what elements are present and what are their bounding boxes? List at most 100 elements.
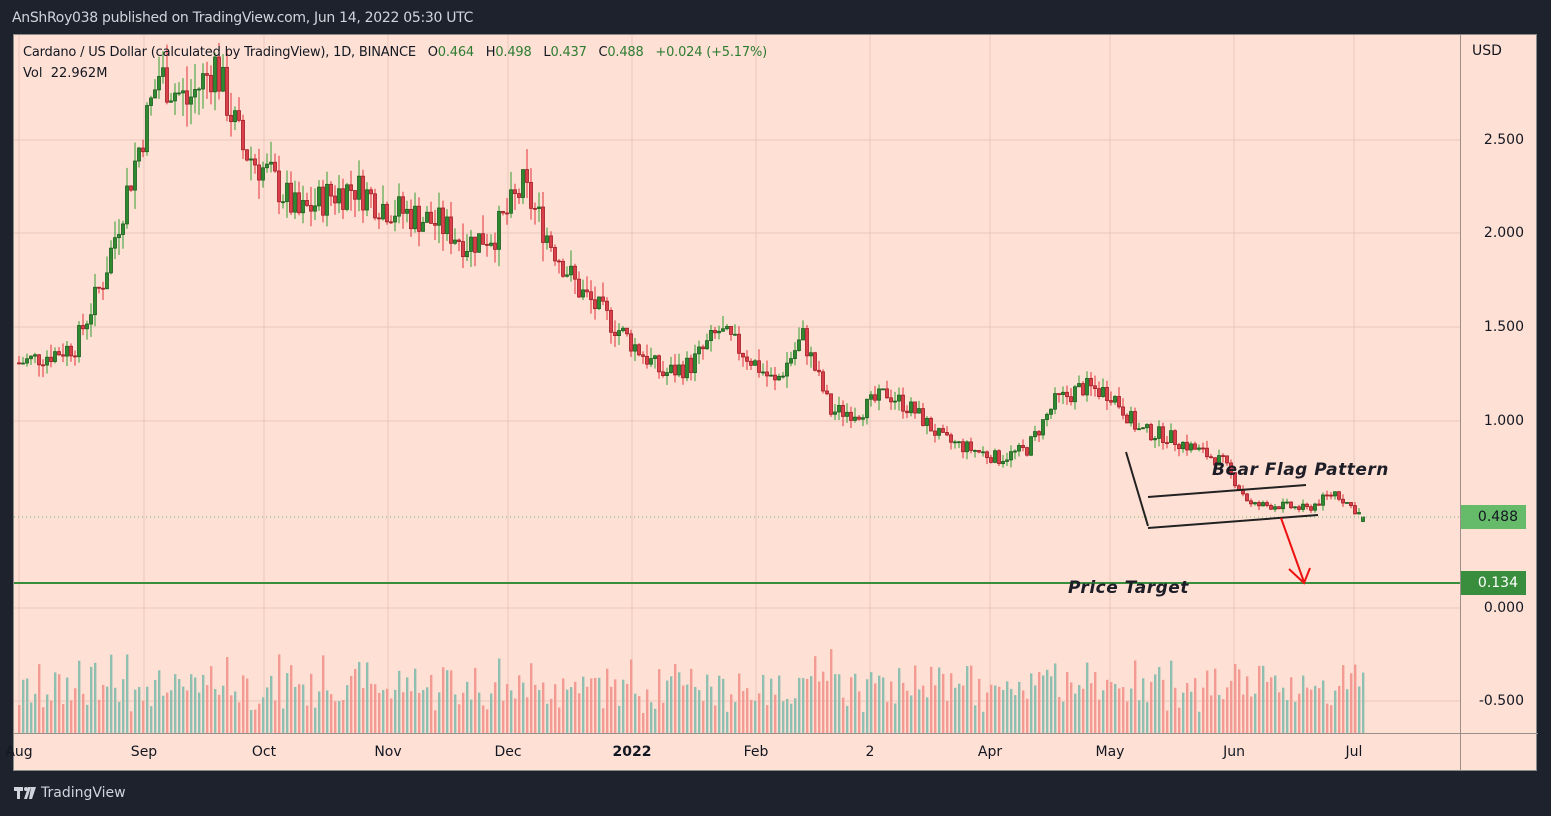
volume-bar: [1298, 693, 1301, 733]
volume-bar: [1354, 664, 1357, 733]
volume-bar: [1338, 685, 1341, 733]
time-scale[interactable]: Aug Sep Oct Nov Dec 2022 Feb 2 Apr May Jun Jul: [5, 733, 1460, 771]
candle-body: [265, 163, 269, 169]
candle-body: [1057, 393, 1061, 396]
volume-bar: [350, 675, 353, 733]
volume-bar: [566, 689, 569, 733]
candle-body: [557, 260, 561, 263]
volume-bar: [582, 676, 585, 733]
candle-body: [909, 401, 913, 414]
volume-legend: Vol 22.962M: [23, 66, 108, 81]
candle-body: [609, 309, 613, 333]
chart-frame: Cardano / US Dollar (calculated by Tradi…: [5, 34, 1538, 771]
volume-bar: [746, 688, 749, 733]
volume-bar: [894, 703, 897, 733]
candle-body: [261, 167, 265, 181]
candle-body: [381, 203, 385, 220]
candle-body: [393, 215, 397, 223]
volume-bar: [1346, 689, 1349, 733]
volume-bar: [1234, 663, 1237, 733]
flag-pole-line: [1125, 451, 1149, 527]
candle-body: [649, 358, 653, 365]
volume-bar: [822, 671, 825, 733]
tradingview-brand[interactable]: TradingView: [14, 785, 126, 801]
volume-bar: [1094, 672, 1097, 733]
volume-bar: [1038, 672, 1041, 733]
time-tick: Aug: [5, 744, 33, 760]
volume-bar: [1118, 688, 1121, 733]
volume-bar: [386, 688, 389, 733]
volume-bar: [614, 679, 617, 733]
candle-body: [1133, 411, 1137, 430]
candle-body: [341, 188, 345, 210]
volume-bar: [786, 698, 789, 733]
candle-body: [21, 362, 25, 365]
candle-body: [497, 210, 501, 250]
currency-label: USD: [1472, 43, 1502, 59]
candle-body: [545, 235, 549, 243]
volume-bar: [1058, 697, 1061, 733]
candle-body: [1205, 447, 1209, 458]
candle-body: [693, 353, 697, 374]
volume-bar: [1242, 694, 1245, 733]
volume-bar: [1078, 685, 1081, 733]
candle-body: [617, 330, 621, 336]
candle-body: [805, 328, 809, 357]
volume-bar: [306, 705, 309, 733]
volume-bar: [598, 677, 601, 733]
candle-body: [793, 350, 797, 359]
volume-bar: [874, 683, 877, 733]
volume-bar: [154, 680, 157, 733]
candle-body: [825, 390, 829, 395]
candle-body: [577, 278, 581, 298]
volume-bar: [234, 691, 237, 733]
volume-bar: [50, 700, 53, 733]
volume-bar: [574, 681, 577, 733]
candle-body: [705, 340, 709, 350]
volume-bar: [506, 683, 509, 733]
candle-body: [761, 371, 765, 374]
candle-body: [461, 241, 465, 258]
candle-body: [745, 356, 749, 362]
candle-body: [1073, 386, 1077, 403]
volume-bar: [698, 690, 701, 733]
volume-bar: [886, 701, 889, 733]
candle-body: [165, 67, 169, 103]
volume-bar: [650, 702, 653, 733]
candle-body: [789, 358, 793, 364]
volume-bar: [366, 662, 369, 733]
candle-body: [1237, 485, 1241, 490]
candle-body: [1089, 378, 1093, 387]
price-scale[interactable]: USD 2.500 2.000 1.500 1.000 0.000 -0.500 0.48…: [1460, 35, 1538, 733]
volume-bar: [346, 685, 349, 733]
volume-bar: [502, 700, 505, 733]
volume-bar: [990, 684, 993, 733]
volume-bar: [1174, 687, 1177, 733]
candle-body: [301, 200, 305, 214]
volume-bar: [714, 705, 717, 733]
candle-body: [769, 374, 773, 377]
volume-bar: [946, 700, 949, 733]
volume-bar: [1306, 687, 1309, 733]
volume-bar: [446, 670, 449, 733]
volume-bar: [294, 687, 297, 733]
candle-body: [317, 186, 321, 207]
candle-body: [585, 289, 589, 293]
candle-body: [181, 90, 185, 94]
candle-body: [137, 147, 141, 162]
volume-bar: [1222, 699, 1225, 733]
candle-body: [81, 325, 85, 330]
chart-pane[interactable]: Cardano / US Dollar (calculated by Tradi…: [14, 35, 1460, 733]
volume-bar: [398, 670, 401, 733]
candle-body: [837, 405, 841, 413]
volume-bar: [1278, 692, 1281, 733]
candle-body: [913, 401, 917, 414]
volume-bar: [1054, 663, 1057, 733]
volume-bar: [474, 667, 477, 733]
volume-bar: [702, 701, 705, 733]
volume-bar: [274, 700, 277, 733]
candle-body: [1181, 441, 1185, 450]
candle-body: [353, 190, 357, 200]
volume-bar: [1142, 678, 1145, 733]
price-tick: 0.000: [1483, 600, 1524, 616]
